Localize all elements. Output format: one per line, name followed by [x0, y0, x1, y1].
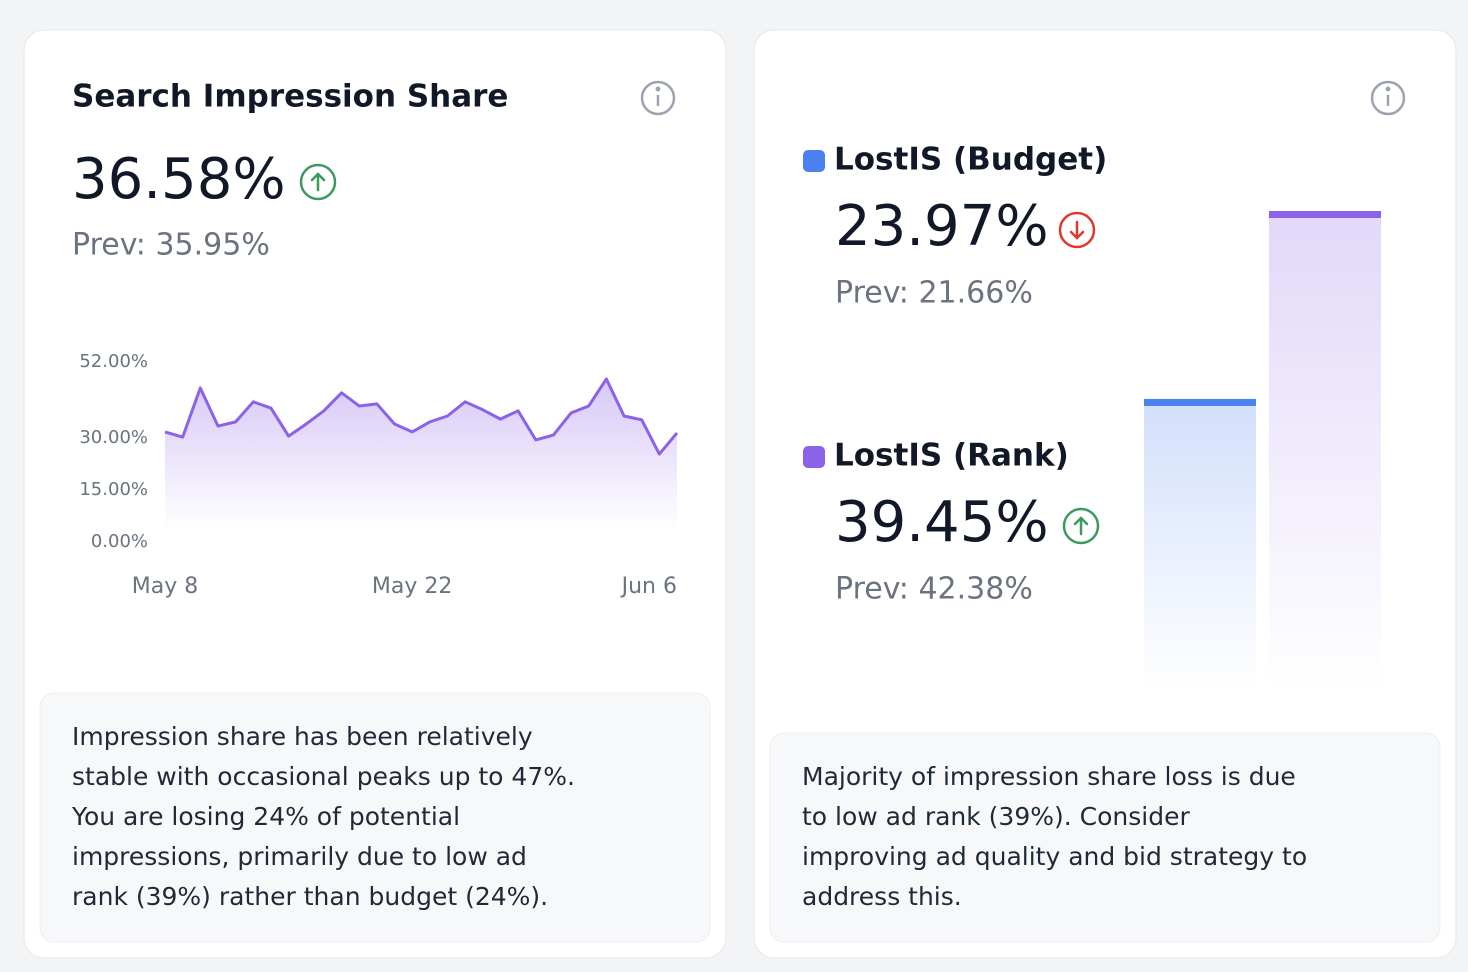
- line: [164, 377, 679, 456]
- area: [165, 378, 677, 530]
- bar-cap: [1144, 398, 1256, 406]
- insight-text: stable with occasional peaks up to 47%.: [72, 762, 575, 791]
- insight-text: impressions, primarily due to low ad: [72, 842, 527, 871]
- metric-value: 23.97%: [835, 194, 1049, 259]
- insight-text: address this.: [802, 882, 962, 911]
- info-icon[interactable]: [640, 80, 676, 116]
- legend-swatch: [803, 446, 825, 468]
- kpi-value: 36.58%: [72, 147, 286, 212]
- bar-cap: [1269, 211, 1381, 218]
- trend-circle: [1058, 211, 1096, 249]
- trend-icon: [1062, 507, 1100, 545]
- x-tick-label: May 8: [132, 574, 198, 599]
- x-tick-label: Jun 6: [620, 574, 677, 599]
- insight-text: Impression share has been relatively: [72, 722, 533, 751]
- trend-icon: [299, 163, 337, 201]
- y-tick-label: 15.00%: [79, 479, 148, 500]
- trend-circle: [1062, 507, 1100, 545]
- insight-text: You are losing 24% of potential: [71, 802, 460, 831]
- trend-circle: [299, 163, 337, 201]
- legend-label: LostIS (Budget): [834, 142, 1107, 178]
- metric-prev: Prev: 42.38%: [835, 572, 1033, 607]
- insight-text: rank (39%) rather than budget (24%).: [72, 882, 548, 911]
- insight-box: [39, 692, 711, 943]
- metric-prev: Prev: 21.66%: [835, 276, 1033, 311]
- kpi-prev: Prev: 35.95%: [72, 228, 270, 263]
- trend-arrow: [1069, 230, 1085, 240]
- y-tick-label: 30.00%: [79, 427, 148, 448]
- bar: [1269, 211, 1381, 690]
- legend-label: LostIS (Rank): [834, 438, 1069, 474]
- x-tick-label: May 22: [372, 574, 452, 599]
- trend-arrow: [310, 172, 326, 182]
- insight-text: improving ad quality and bid strategy to: [802, 842, 1307, 871]
- y-tick-label: 52.00%: [79, 351, 148, 372]
- trend-arrow: [1073, 516, 1089, 526]
- insight-box: [769, 732, 1441, 943]
- bar: [1144, 398, 1256, 690]
- trend-icon: [1058, 211, 1096, 249]
- info-icon[interactable]: [1370, 80, 1406, 116]
- legend-swatch: [803, 150, 825, 172]
- insight-text: Majority of impression share loss is due: [802, 762, 1296, 791]
- metric-value: 39.45%: [835, 490, 1049, 555]
- y-tick-label: 0.00%: [91, 531, 148, 552]
- insight-text: to low ad rank (39%). Consider: [802, 802, 1190, 831]
- card-title: Search Impression Share: [72, 79, 508, 115]
